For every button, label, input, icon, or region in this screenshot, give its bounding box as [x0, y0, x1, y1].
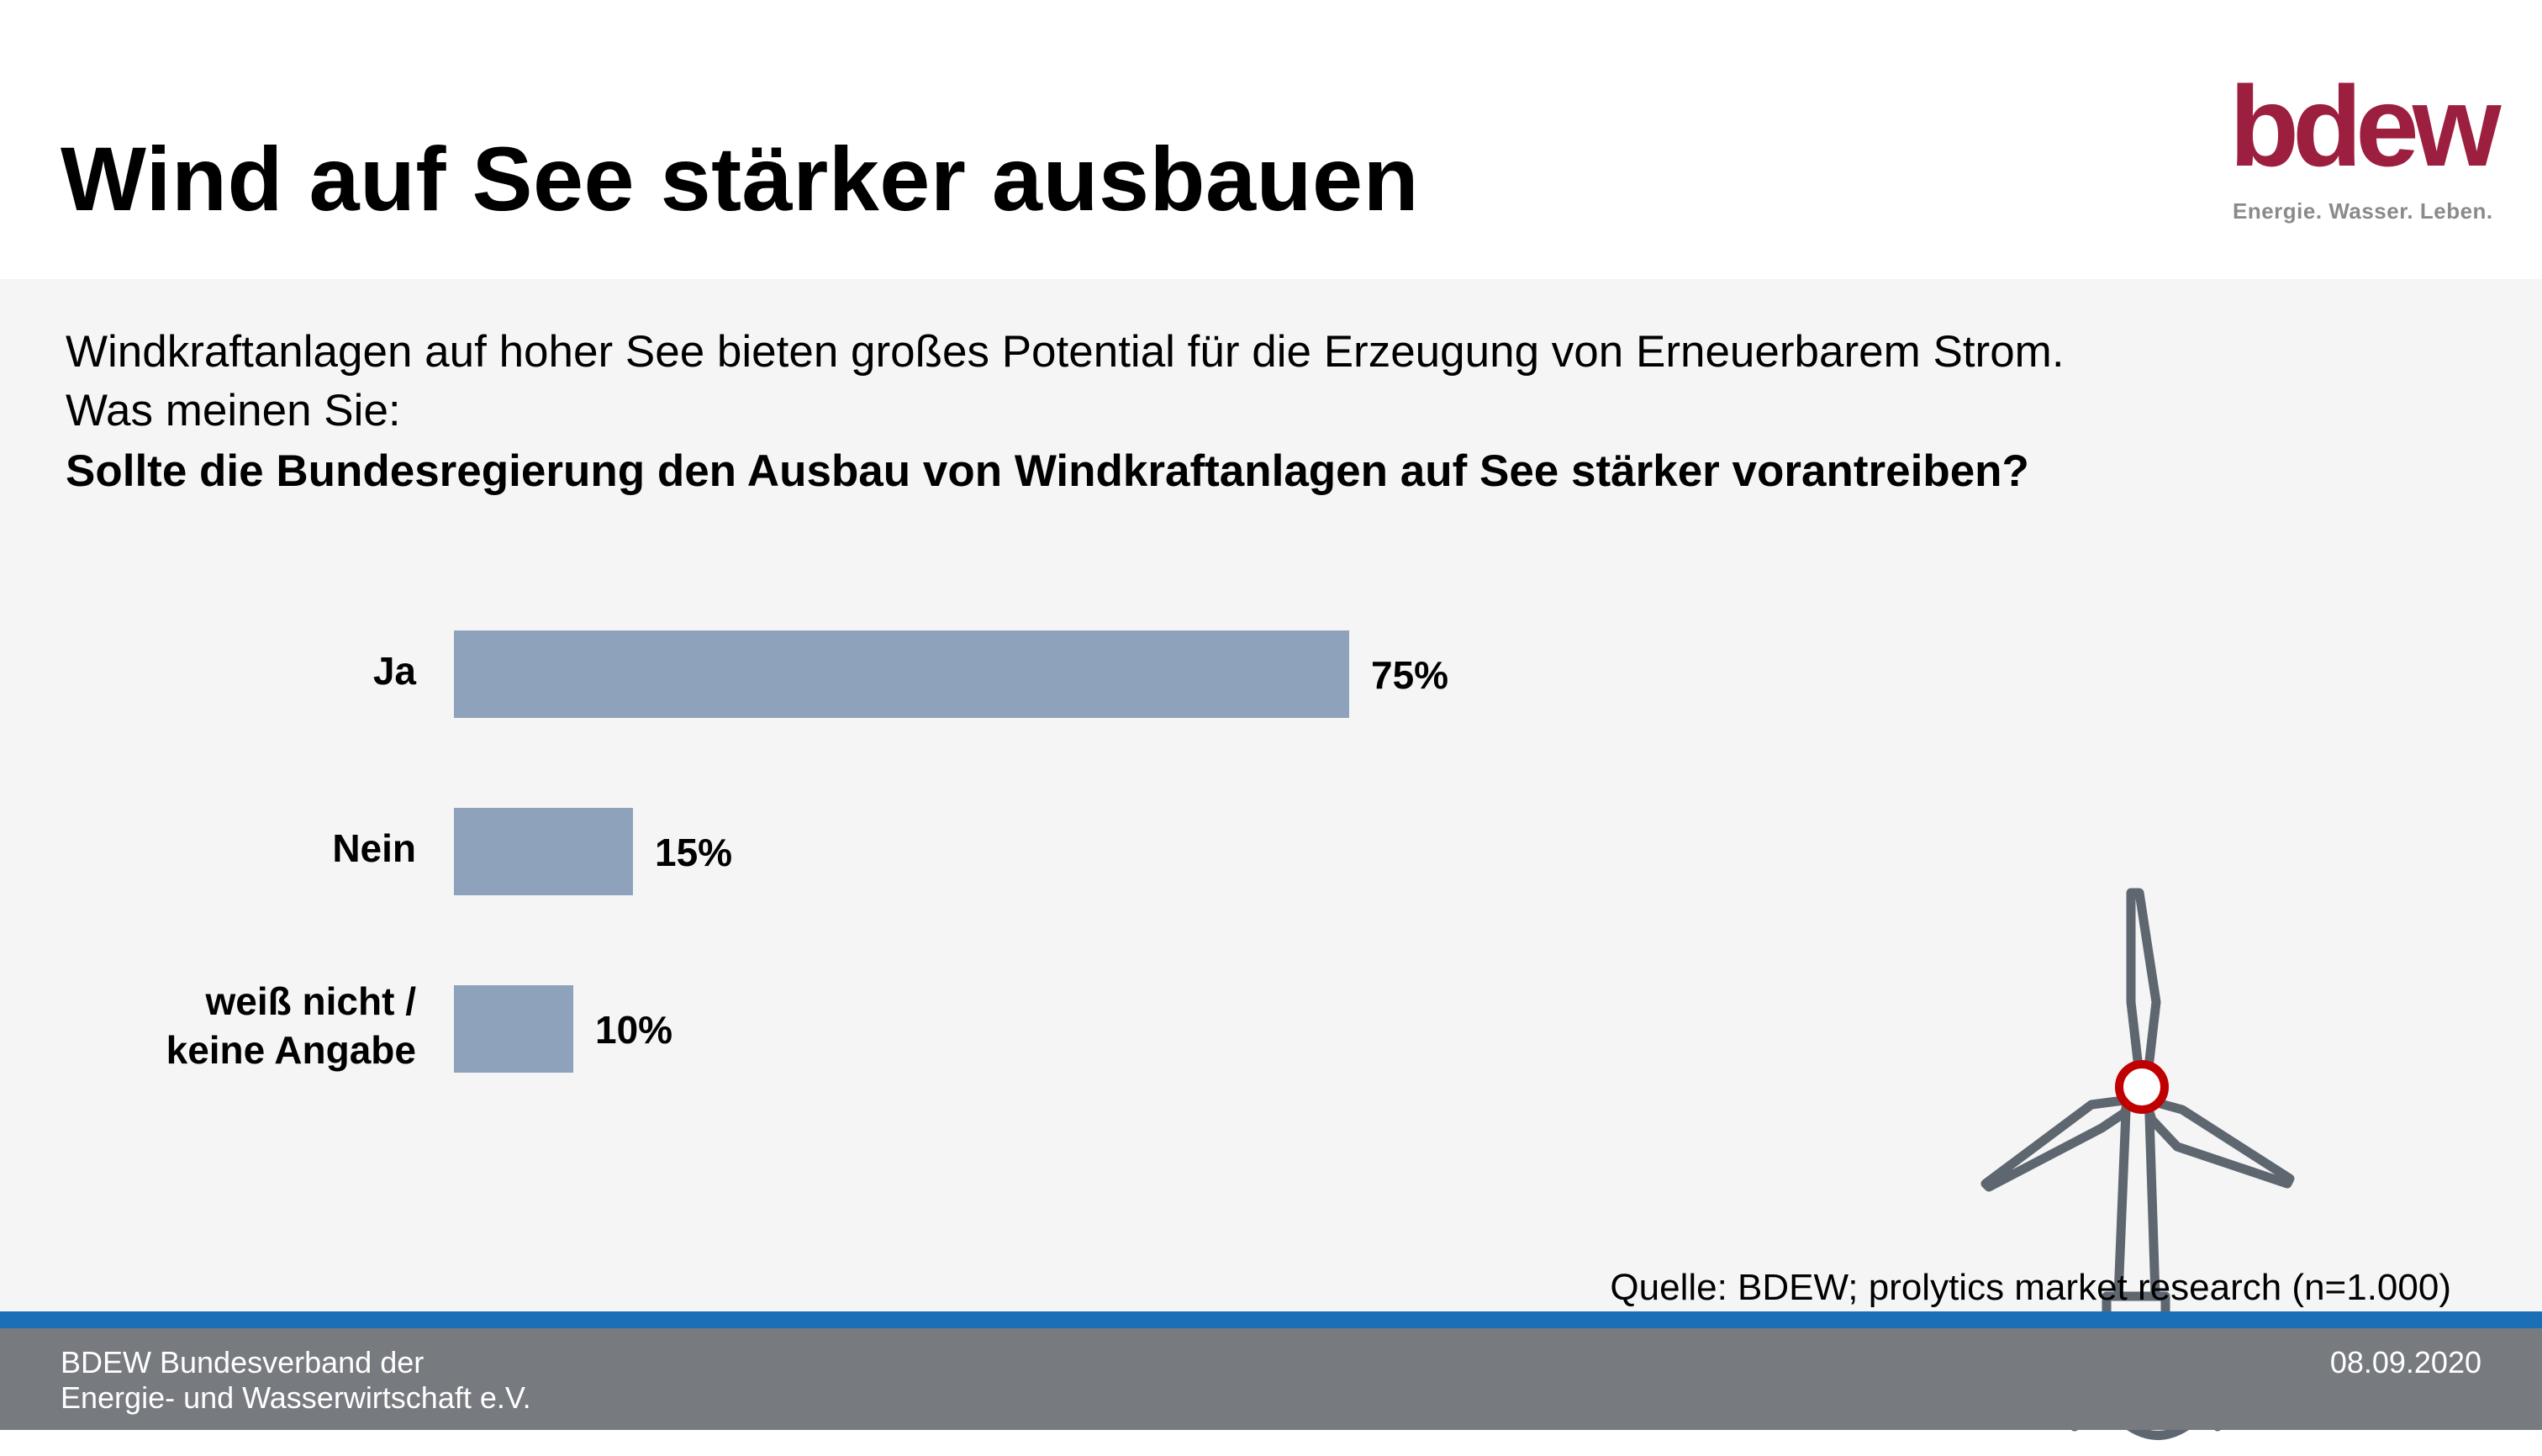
bdew-logo: bdew: [2229, 62, 2502, 190]
content-area: Windkraftanlagen auf hoher See bieten gr…: [0, 279, 2542, 1440]
footer-org-line-1: BDEW Bundesverband der: [61, 1345, 425, 1380]
source-note: Quelle: BDEW; prolytics market research …: [1610, 1267, 2451, 1308]
page-title: Wind auf See stärker ausbauen: [61, 128, 1420, 229]
logo-tagline: Energie. Wasser. Leben.: [2233, 198, 2493, 224]
value-label: 75%: [1371, 653, 1449, 697]
bar: [454, 808, 633, 895]
value-label: 15%: [655, 831, 733, 874]
footer-divider: [0, 1311, 2542, 1328]
footer: BDEW Bundesverband der Energie- und Wass…: [0, 1328, 2542, 1430]
header: Wind auf See stärker ausbauen bdew Energ…: [0, 0, 2542, 279]
footer-date: 08.09.2020: [2329, 1345, 2481, 1380]
question-main: Sollte die Bundesregierung den Ausbau vo…: [66, 446, 2029, 496]
question-intro: Windkraftanlagen auf hoher See bieten gr…: [66, 327, 2065, 377]
footer-org-line-2: Energie- und Wasserwirtschaft e.V.: [61, 1380, 531, 1415]
question-prompt: Was meinen Sie:: [66, 386, 401, 435]
category-label: Ja: [372, 649, 416, 693]
footer-organization: BDEW Bundesverband der Energie- und Wass…: [61, 1345, 531, 1416]
category-label: weiß nicht / keine Angabe: [166, 979, 416, 1072]
bar: [454, 985, 573, 1073]
bar: [454, 630, 1349, 718]
value-label: 10%: [595, 1008, 673, 1052]
category-label: Nein: [332, 826, 416, 870]
